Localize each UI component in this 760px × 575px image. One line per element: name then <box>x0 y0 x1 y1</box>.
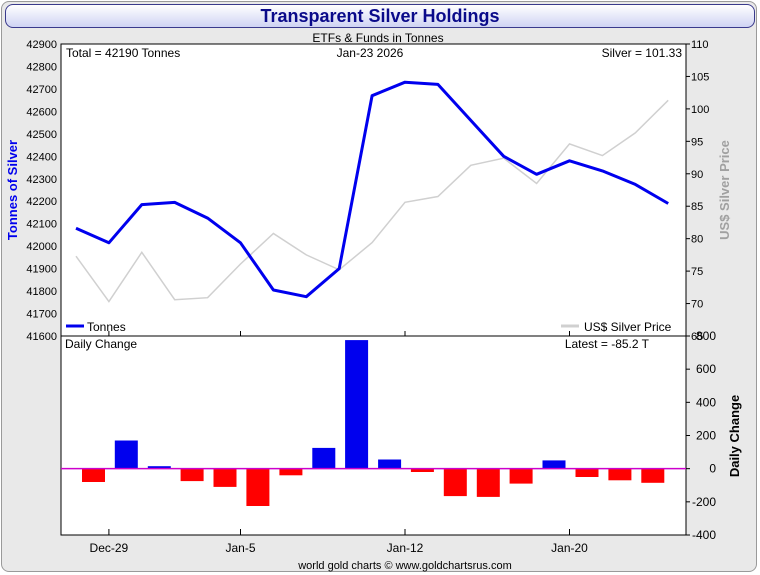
daily-change-bar <box>542 460 566 469</box>
left-tick-label: 42000 <box>26 241 57 253</box>
subtitle: ETFs & Funds in Tonnes <box>312 31 443 45</box>
left-tick-label: 42800 <box>26 62 57 74</box>
bar-tick-label: 0 <box>709 462 716 476</box>
legend-tonnes-label: Tonnes <box>87 320 126 334</box>
daily-change-bar <box>443 468 467 497</box>
daily-change-bar <box>476 468 500 497</box>
right-tick-label: 65 <box>691 331 703 343</box>
daily-change-bar <box>246 468 270 506</box>
date-label: Jan-23 2026 <box>337 46 404 60</box>
right-tick-label: 95 <box>691 136 703 148</box>
daily-change-bar <box>82 468 105 482</box>
daily-change-bar <box>575 468 599 477</box>
x-tick-label: Jan-5 <box>225 541 255 555</box>
title-bar: Transparent Silver Holdings <box>5 4 755 28</box>
footer-credit: world gold charts © www.goldchartsrus.co… <box>297 560 512 572</box>
right-tick-label: 75 <box>691 266 703 278</box>
daily-change-bar <box>378 459 402 469</box>
left-tick-label: 41700 <box>26 309 57 321</box>
left-tick-label: 41800 <box>26 286 57 298</box>
daily-change-bar <box>410 468 434 472</box>
daily-change-bar <box>641 468 665 483</box>
left-tick-label: 42500 <box>26 129 57 141</box>
bar-tick-label: 400 <box>696 395 716 409</box>
silver-price-label: Silver = 101.33 <box>602 46 683 60</box>
daily-change-bar <box>147 466 171 469</box>
left-tick-label: 42300 <box>26 174 57 186</box>
total-label: Total = 42190 Tonnes <box>66 46 180 60</box>
left-tick-label: 42400 <box>26 151 57 163</box>
left-tick-label: 42100 <box>26 219 57 231</box>
left-tick-label: 41600 <box>26 331 57 343</box>
x-tick-label: Dec-29 <box>90 541 129 555</box>
upper-plot-area <box>60 43 687 337</box>
bar-tick-label: 600 <box>696 362 716 376</box>
left-tick-label: 42700 <box>26 84 57 96</box>
x-tick-label: Jan-20 <box>551 541 588 555</box>
right-tick-label: 90 <box>691 169 703 181</box>
lower-plot-area <box>60 335 687 536</box>
daily-change-bar <box>312 447 336 469</box>
right-tick-label: 110 <box>691 39 709 51</box>
daily-change-bar <box>213 468 237 487</box>
daily-change-bar <box>279 468 303 476</box>
chart-title: Transparent Silver Holdings <box>260 5 500 26</box>
right-axis-title: US$ Silver Price <box>717 140 732 240</box>
right-tick-label: 105 <box>691 71 709 83</box>
bar-tick-label: -200 <box>692 495 716 509</box>
daily-change-bar <box>180 468 204 482</box>
tonnes-line <box>75 80 669 299</box>
latest-label: Latest = -85.2 T <box>565 337 650 351</box>
left-tick-label: 42200 <box>26 196 57 208</box>
left-tick-label: 42600 <box>26 106 57 118</box>
silver-price-line <box>75 99 669 303</box>
daily-change-bar <box>114 440 138 469</box>
daily-change-bar <box>509 468 533 484</box>
legend-silver-label: US$ Silver Price <box>584 320 672 334</box>
right-tick-label: 100 <box>691 104 709 116</box>
right-tick-label: 85 <box>691 201 703 213</box>
bar-tick-label: 800 <box>696 329 716 343</box>
daily-change-axis-title: Daily Change <box>727 395 742 477</box>
left-axis-title: Tonnes of Silver <box>5 140 20 240</box>
x-tick-label: Jan-12 <box>387 541 424 555</box>
left-tick-label: 42900 <box>26 39 57 51</box>
daily-change-title: Daily Change <box>65 337 137 351</box>
daily-change-bar <box>608 468 632 481</box>
daily-change-bar <box>345 340 369 469</box>
left-tick-label: 41900 <box>26 264 57 276</box>
bar-tick-label: -400 <box>692 528 716 542</box>
right-tick-label: 70 <box>691 299 703 311</box>
bar-tick-label: 200 <box>696 429 716 443</box>
right-tick-label: 80 <box>691 234 703 246</box>
